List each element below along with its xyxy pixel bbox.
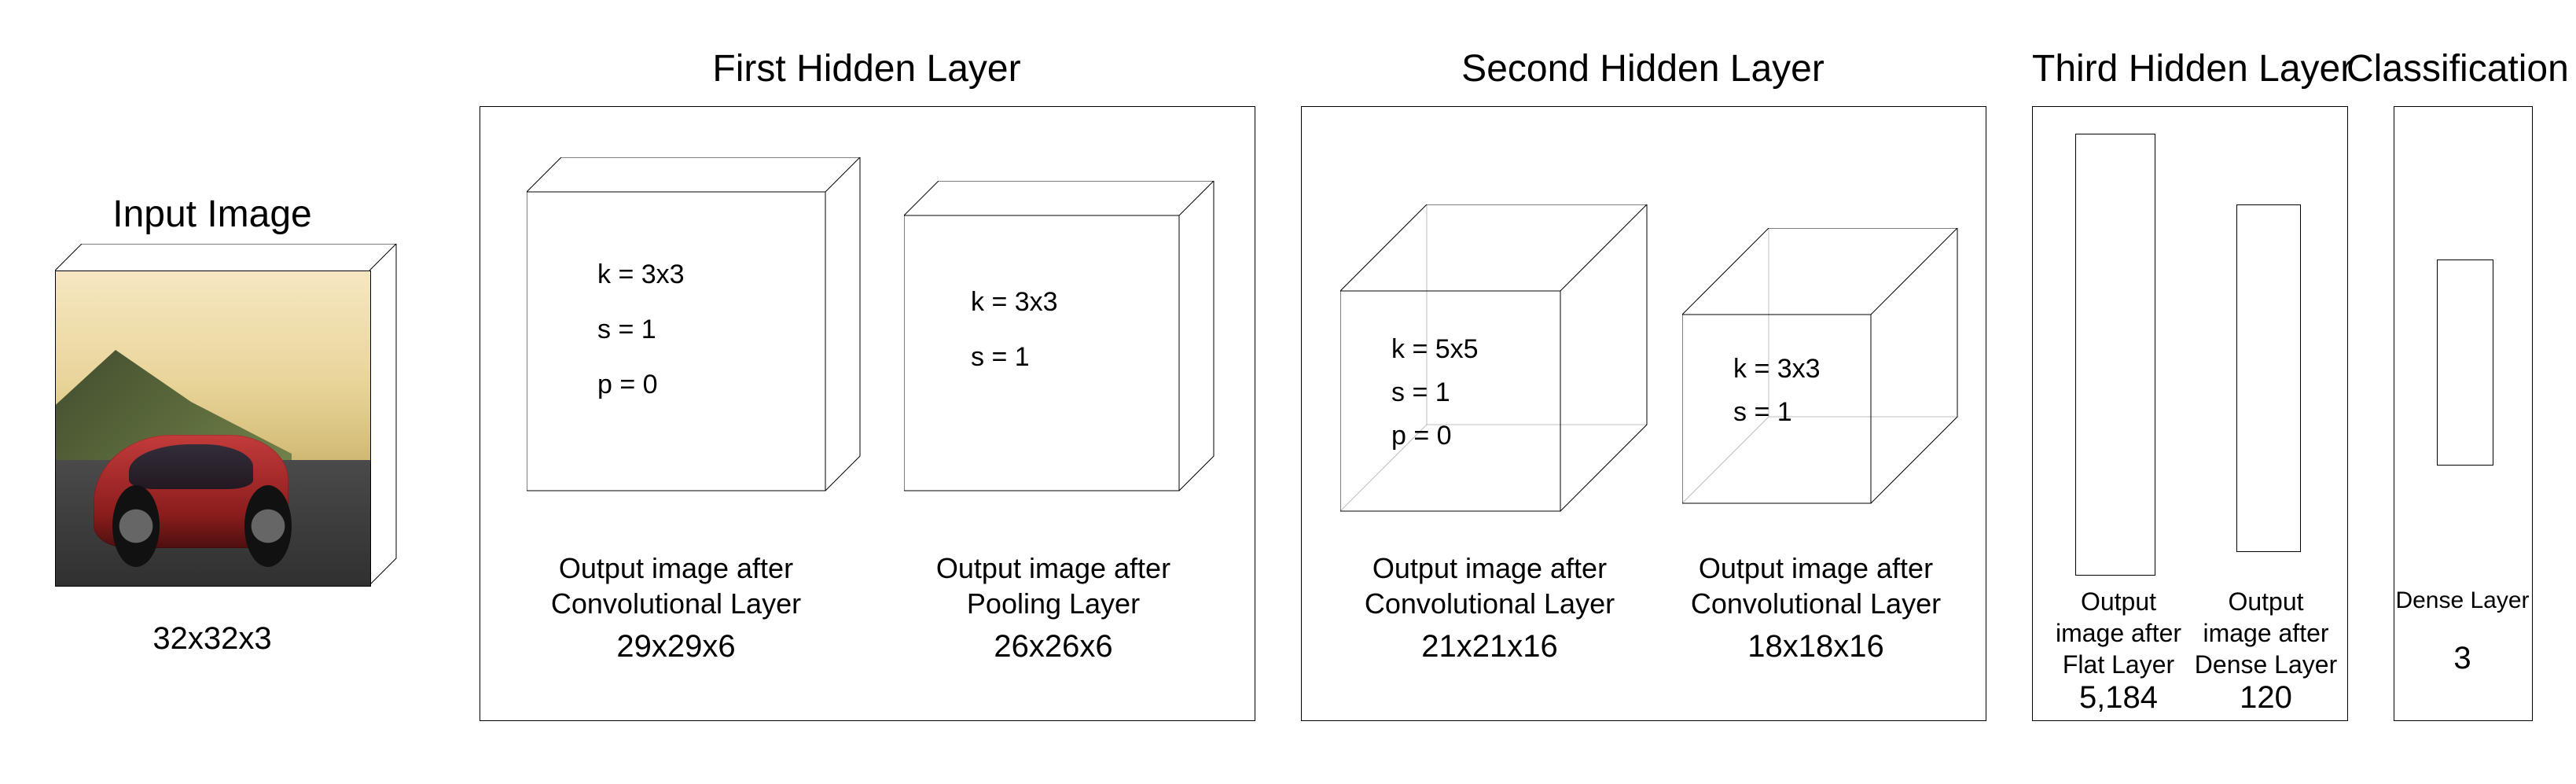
- h3b2-dim: 120: [2193, 680, 2339, 716]
- h2b2-p1: s = 1: [1733, 397, 1792, 428]
- classification-caption: Dense Layer: [2394, 586, 2531, 616]
- h2b2-caption: Output image after Convolutional Layer: [1659, 550, 1973, 621]
- h2b1-cuboid: [1340, 204, 1663, 527]
- h3b2-caption: Output image after Dense Layer: [2193, 586, 2339, 680]
- hidden2-title: Second Hidden Layer: [1301, 47, 1985, 90]
- cnn-architecture-diagram: Input Image 32x32x3 First Hidden Layer k…: [0, 0, 2576, 784]
- hidden3-title: Third Hidden Layer: [2032, 47, 2346, 90]
- h2b1-dim: 21x21x16: [1321, 629, 1659, 664]
- h1b2-cuboid: [904, 181, 1226, 503]
- h1b2-p0: k = 3x3: [971, 287, 1058, 318]
- h1b1-p0: k = 3x3: [597, 259, 685, 290]
- h2b1-caption: Output image after Convolutional Layer: [1321, 550, 1659, 621]
- h3b1-caption: Output image after Flat Layer: [2048, 586, 2189, 680]
- h2b2-cuboid: [1682, 228, 1973, 519]
- h1b1-dim: 29x29x6: [503, 629, 849, 664]
- h3b2-rect: [2236, 204, 2301, 552]
- h1b1-cuboid: [527, 157, 873, 503]
- h1b2-dim: 26x26x6: [888, 629, 1218, 664]
- h1b1-p1: s = 1: [597, 315, 656, 345]
- input-title: Input Image: [55, 193, 369, 236]
- h1b1-caption: Output image after Convolutional Layer: [503, 550, 849, 621]
- classification-rect: [2437, 259, 2493, 466]
- h2b1-p1: s = 1: [1391, 377, 1450, 408]
- h2b2-p0: k = 3x3: [1733, 354, 1821, 385]
- h1b2-p1: s = 1: [971, 342, 1030, 373]
- classification-title: Classification: [2346, 47, 2567, 90]
- h2b2-dim: 18x18x16: [1659, 629, 1973, 664]
- h2b1-p0: k = 5x5: [1391, 334, 1479, 365]
- hidden1-title: First Hidden Layer: [480, 47, 1254, 90]
- h3b1-rect: [2075, 134, 2155, 576]
- h3b1-dim: 5,184: [2048, 680, 2189, 716]
- h2b1-p2: p = 0: [1391, 421, 1452, 451]
- classification-dim: 3: [2394, 641, 2531, 676]
- h1b2-caption: Output image after Pooling Layer: [888, 550, 1218, 621]
- input-image-placeholder: [55, 271, 371, 587]
- h1b1-p2: p = 0: [597, 370, 658, 400]
- input-dim: 32x32x3: [55, 621, 369, 657]
